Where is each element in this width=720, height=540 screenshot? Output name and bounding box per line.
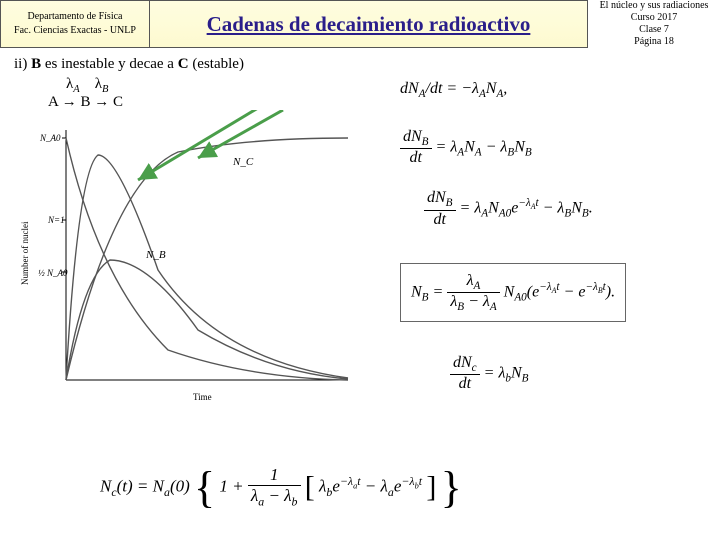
header-left-box: Departamento de Física Fac. Ciencias Exa… (0, 0, 150, 48)
feq-a: N (100, 476, 111, 495)
subheader-line1: ii) B es inestable y decae a C (estable) (14, 56, 244, 73)
feq-b: (t) = N (117, 476, 164, 495)
svg-text:N_A0: N_A0 (39, 133, 61, 143)
sub-c: C (178, 56, 189, 72)
eq2-f: N (464, 138, 475, 155)
feq-d: (0) (170, 476, 190, 495)
lam2: λ (80, 76, 102, 92)
fac-line: Fac. Ciencias Exactas - UNLP (1, 24, 149, 38)
dept-line: Departamento de Física (1, 10, 149, 24)
svg-text:Number of nuclei: Number of nuclei (20, 221, 30, 285)
eq4-e: (e (527, 283, 539, 300)
feq-e: 1 + (219, 476, 247, 495)
svg-text:½ N_A0: ½ N_A0 (38, 268, 68, 278)
eq2-g: − λ (482, 138, 508, 155)
eq5-as: c (472, 362, 477, 374)
eq5-d: b (505, 372, 511, 384)
final-equation: Nc(t) = Na(0) { 1 + 1λa − λb [ λbe−λat −… (100, 462, 462, 513)
header-right-box: El núcleo y sus radiaciones Curso 2017 C… (588, 0, 720, 48)
eq4-a: N (411, 283, 422, 300)
page-title: Cadenas de decaimiento radioactivo (207, 12, 531, 37)
subheader-line3: A → B → C (48, 94, 123, 111)
eq5-c: = λ (484, 364, 506, 381)
subheader-line2: λA λB (66, 76, 108, 95)
eq2ns: B (422, 136, 429, 148)
header-center-box: Cadenas de decaimiento radioactivo (150, 0, 588, 48)
eq2-h: N (514, 138, 525, 155)
eq4-f: − e (560, 283, 586, 300)
eq3: dNBdt = λANA0e−λAt − λBNB. (424, 189, 710, 228)
eq1-b: A (419, 88, 426, 100)
sub-pre: ii) (14, 56, 31, 72)
eq1-c: /dt = −λ (426, 80, 479, 97)
sub-b: B (31, 56, 41, 72)
eq5-a: dN (453, 354, 472, 371)
svg-text:Time: Time (193, 392, 212, 402)
svg-text:N_C: N_C (232, 156, 254, 168)
eq4-b: = (429, 283, 448, 300)
chart-svg: N_A0 N=1 ½ N_A0 Number of nuclei Time N_… (18, 110, 368, 420)
eq3-e: − λ (539, 200, 565, 217)
sub-mid: es inestable y decae a (41, 56, 178, 72)
eq2: dNBdt = λANA − λBNB (400, 128, 710, 167)
course-line1: El núcleo y sus radiaciones (590, 0, 718, 12)
eq5: dNcdt = λbNB (450, 354, 710, 393)
eq3-a: = λ (460, 200, 482, 217)
eq2d: dt (400, 149, 432, 167)
feq-f: 1 (248, 465, 301, 486)
course-line2: Curso 2017 (590, 12, 718, 24)
sub-post: (estable) (189, 56, 244, 72)
eq2-e: = λ (436, 138, 458, 155)
eq4-g: ). (606, 283, 615, 300)
eq1-a: dN (400, 80, 419, 97)
svg-text:N_B: N_B (145, 249, 166, 261)
svg-text:N=1: N=1 (47, 215, 65, 225)
course-line3: Clase 7 (590, 24, 718, 36)
eq3-b: N (488, 200, 499, 217)
eq1-e: , (503, 80, 507, 97)
eq1-d: N (486, 80, 497, 97)
decay-chart: N_A0 N=1 ½ N_A0 Number of nuclei Time N_… (18, 110, 368, 420)
course-line4: Página 18 (590, 36, 718, 48)
eq2n: dN (403, 128, 422, 145)
eq4-boxed: NB = λAλB − λA NA0(e−λAt − e−λBt). (400, 263, 626, 322)
equation-block: dNA/dt = −λANA, dNBdt = λANA − λBNB dNBd… (400, 70, 710, 403)
eq3-c: A0 (499, 208, 511, 220)
eq1: dNA/dt = −λANA, (400, 80, 710, 100)
